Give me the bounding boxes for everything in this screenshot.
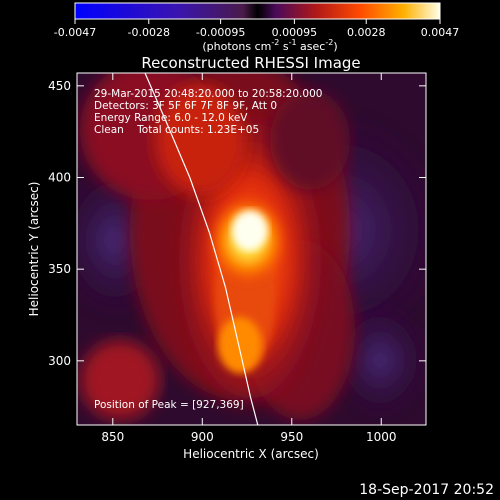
colorbar-tick-label: 0.0028 xyxy=(347,26,386,39)
annotation-clean-counts: Clean Total counts: 1.23E+05 xyxy=(94,124,259,136)
colorbar-units: (photons cm-2 s-1 asec-2) xyxy=(202,38,337,53)
y-tick-label: 300 xyxy=(48,354,71,368)
annotation-time-range: 29-Mar-2015 20:48:20.000 to 20:58:20.000 xyxy=(94,88,322,100)
x-axis-ticks: 850 900 950 1000 xyxy=(101,73,397,444)
peak-position-label: Position of Peak = [927,369] xyxy=(94,399,244,411)
x-tick-label: 950 xyxy=(280,430,303,444)
y-tick-label: 350 xyxy=(48,262,71,276)
heatmap-image xyxy=(77,73,426,425)
annotation-energy-range: Energy Range: 6.0 - 12.0 keV xyxy=(94,112,248,124)
colorbar-tick-label: -0.00095 xyxy=(196,26,245,39)
colorbar-tick-label: 0.00095 xyxy=(272,26,318,39)
x-tick-label: 850 xyxy=(101,430,124,444)
colorbar-tick-label: -0.0028 xyxy=(128,26,170,39)
y-tick-label: 400 xyxy=(48,171,71,185)
colorbar-tick-label: -0.0047 xyxy=(54,26,96,39)
annotation-block: 29-Mar-2015 20:48:20.000 to 20:58:20.000… xyxy=(94,88,322,136)
footer-date: 18-Sep-2017 20:52 xyxy=(359,482,494,498)
colorbar-ticks: -0.0047 -0.0028 -0.00095 0.00095 0.0028 0.004… xyxy=(54,19,459,39)
solar-limb-line xyxy=(144,73,259,425)
y-axis-label: Heliocentric Y (arcsec) xyxy=(27,182,41,317)
y-tick-label: 450 xyxy=(48,79,71,93)
colorbar: -0.0047 -0.0028 -0.00095 0.00095 0.0028 0.004… xyxy=(54,2,459,53)
x-axis-label: Heliocentric X (arcsec) xyxy=(183,447,319,461)
x-tick-label: 1000 xyxy=(366,430,397,444)
colorbar-tick-label: 0.0047 xyxy=(421,26,460,39)
y-axis-ticks: 300 350 400 450 xyxy=(48,79,426,368)
annotation-detectors: Detectors: 3F 5F 6F 7F 8F 9F, Att 0 xyxy=(94,100,277,112)
plot-frame xyxy=(76,72,427,426)
x-tick-label: 900 xyxy=(191,430,214,444)
chart-title: Reconstructed RHESSI Image xyxy=(141,54,360,72)
colorbar-gradient xyxy=(74,2,441,20)
